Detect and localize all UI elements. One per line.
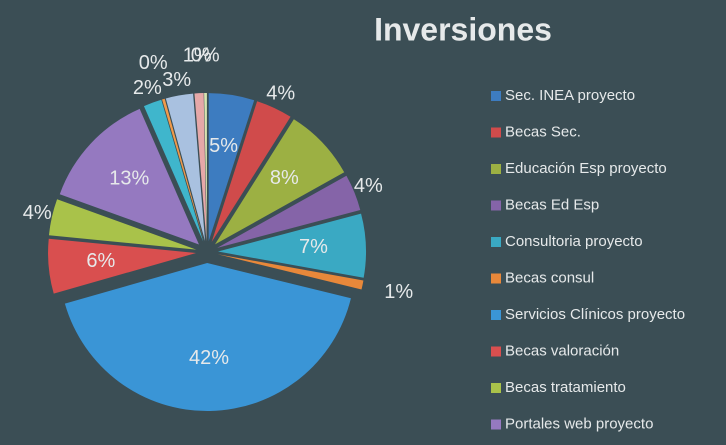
data-label: 0%: [191, 44, 220, 66]
data-label: 5%: [209, 135, 238, 157]
legend-swatch: [491, 310, 501, 320]
legend-swatch: [491, 127, 501, 138]
pie-slice: [162, 98, 204, 242]
pie-slice: [64, 262, 351, 411]
legend-label: Sec. INEA proyecto: [505, 87, 635, 104]
data-label: 1%: [384, 281, 413, 303]
legend-swatch: [491, 273, 501, 284]
pie-slice: [143, 99, 204, 242]
legend-swatch: [491, 383, 501, 393]
pie-slice: [165, 93, 206, 242]
pie-slice: [59, 108, 199, 245]
legend-label: Becas Sec.: [505, 123, 581, 140]
pie-slice: [48, 238, 197, 294]
data-label: 3%: [162, 69, 191, 91]
data-label: 6%: [86, 250, 115, 272]
data-label: 2%: [133, 77, 162, 99]
data-label: 4%: [23, 202, 52, 224]
pie-slice: [217, 254, 364, 290]
legend-swatch: [491, 419, 501, 430]
data-label: 4%: [354, 175, 383, 197]
pie-slice: [204, 93, 207, 242]
legend-label: Becas consul: [505, 269, 594, 286]
data-label: 4%: [266, 83, 295, 105]
legend-swatch: [491, 91, 501, 101]
chart-title: Inversiones: [374, 11, 552, 47]
legend-swatch: [491, 237, 501, 247]
data-label: 8%: [270, 167, 299, 189]
pie-slice: [214, 119, 345, 245]
pie-slice: [217, 213, 366, 278]
legend-label: Portales web proyecto: [505, 415, 653, 432]
pie-slice: [211, 101, 291, 243]
legend-label: Servicios Clínicos proyecto: [505, 306, 685, 323]
legend-swatch: [491, 200, 501, 211]
data-label: 0%: [139, 52, 168, 74]
legend-swatch: [491, 164, 501, 174]
legend-label: Becas valoración: [505, 342, 619, 359]
legend-label: Consultoria proyecto: [505, 233, 643, 250]
legend-label: Becas Ed Esp: [505, 196, 599, 213]
pie-slice: [48, 199, 197, 250]
pie-slice: [208, 93, 255, 242]
pie-slice: [217, 175, 361, 248]
data-label: 13%: [109, 167, 149, 189]
legend-swatch: [491, 346, 501, 357]
data-label: 7%: [299, 236, 328, 258]
data-label: 1%: [183, 45, 212, 67]
data-label: 42%: [189, 347, 229, 369]
legend-label: Educación Esp proyecto: [505, 160, 667, 177]
pie-slice: [194, 93, 207, 242]
legend-label: Becas tratamiento: [505, 379, 626, 396]
